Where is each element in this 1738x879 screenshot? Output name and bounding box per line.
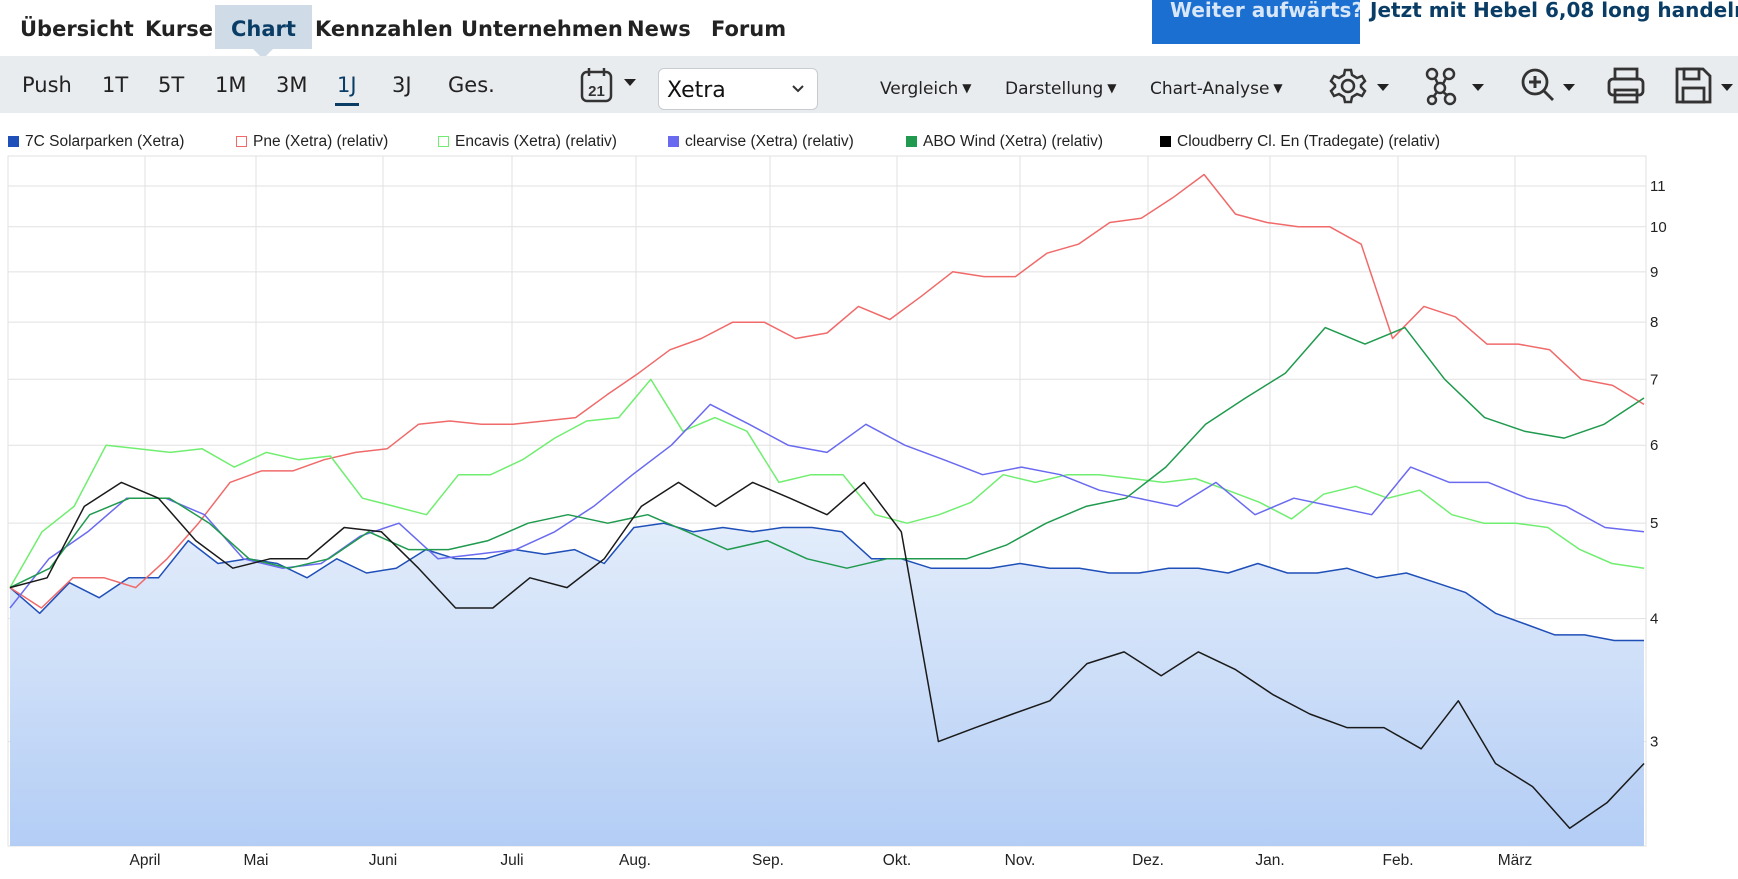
legend-item-pne[interactable]: Pne (Xetra) (relativ) (236, 133, 388, 151)
compare-dropdown[interactable]: Vergleich ▼ (880, 79, 972, 99)
promo-question[interactable]: Weiter aufwärts? (1152, 0, 1378, 44)
x-tick-label: März (1498, 852, 1532, 869)
caret-down-icon (1563, 84, 1575, 91)
legend-label: Cloudberry Cl. En (Tradegate) (relativ) (1177, 133, 1441, 150)
x-tick-label: Okt. (883, 852, 911, 869)
chevron-down-icon (792, 85, 804, 93)
y-tick-label: 4 (1650, 611, 1658, 628)
legend-swatch (668, 136, 679, 147)
legend-swatch (1160, 136, 1171, 147)
compare-label: Vergleich (880, 79, 959, 99)
series-line-3[interactable] (9, 403, 1645, 609)
legend-swatch (906, 136, 917, 147)
timeframe-5t[interactable]: 5T (158, 73, 185, 97)
gear-icon (1329, 68, 1389, 104)
legend-label: 7C Solarparken (Xetra) (25, 133, 185, 150)
legend-label: ABO Wind (Xetra) (relativ) (923, 133, 1104, 150)
calendar-day: 21 (588, 83, 605, 100)
timeframe-3j[interactable]: 3J (392, 73, 412, 97)
indicators-button[interactable] (1425, 66, 1491, 106)
nav-item-kennzahlen[interactable]: Kennzahlen (315, 17, 453, 41)
nav-item-forum[interactable]: Forum (711, 17, 787, 41)
zoom-in-icon (1521, 68, 1575, 101)
caret-down-icon: ▼ (962, 81, 972, 95)
top-navigation: Übersicht Kurse Chart Kennzahlen Unterne… (0, 0, 1738, 59)
legend-swatch (438, 136, 449, 147)
caret-down-icon: ▼ (1273, 81, 1283, 95)
calendar-button[interactable]: 21 (580, 66, 644, 106)
y-tick-label: 5 (1650, 515, 1658, 532)
series-line-1[interactable] (9, 173, 1645, 609)
save-icon (1675, 67, 1733, 104)
caret-down-icon (1377, 84, 1389, 91)
nav-item-uebersicht[interactable]: Übersicht (20, 17, 134, 41)
legend-swatch (8, 136, 19, 147)
timeframe-push[interactable]: Push (22, 73, 72, 97)
chart-analysis-dropdown[interactable]: Chart-Analyse ▼ (1150, 79, 1283, 99)
x-tick-label: Juni (369, 852, 397, 869)
chart-axes: 3 4 5 6 7 8 9 10 11 April Mai Juni Juli Aug. Sep. Okt. N… (129, 178, 1666, 869)
x-tick-label: Juli (500, 852, 523, 869)
legend-item-cloudberry[interactable]: Cloudberry Cl. En (Tradegate) (relativ) (1160, 133, 1440, 151)
legend-item-encavis[interactable]: Encavis (Xetra) (relativ) (438, 133, 617, 151)
timeframe-1m[interactable]: 1M (215, 73, 247, 97)
display-dropdown[interactable]: Darstellung ▼ (1005, 79, 1117, 99)
timeframe-3m[interactable]: 3M (276, 73, 308, 97)
promo-offer-link[interactable]: Jetzt mit Hebel 6,08 long handeln (1360, 0, 1738, 44)
y-tick-label: 10 (1650, 219, 1667, 236)
timeframe-ges[interactable]: Ges. (448, 73, 495, 97)
y-tick-label: 6 (1650, 437, 1658, 454)
y-tick-label: 8 (1650, 314, 1658, 331)
legend-label: Encavis (Xetra) (relativ) (455, 133, 617, 150)
chart-toolbar: Push 1T 5T 1M 3M 1J 3J Ges. Vergleich ▼ D… (0, 56, 1738, 113)
timeframe-1t[interactable]: 1T (102, 73, 129, 97)
print-icon (1607, 67, 1645, 104)
y-tick-label: 3 (1650, 734, 1658, 751)
calendar-icon: 21 (580, 68, 636, 103)
nav-item-news[interactable]: News (627, 17, 691, 41)
x-tick-label: Jan. (1255, 852, 1284, 869)
nav-item-chart[interactable]: Chart (215, 5, 312, 59)
chart-lines (9, 173, 1645, 829)
series-area-0 (10, 523, 1644, 846)
caret-down-icon: ▼ (1107, 81, 1117, 95)
exchange-select-value: Xetra (667, 78, 726, 103)
chart-area (10, 523, 1644, 846)
series-line-2[interactable] (9, 378, 1645, 588)
x-tick-label: Nov. (1005, 852, 1036, 869)
exchange-select[interactable]: Xetra (658, 68, 818, 110)
save-button[interactable] (1674, 66, 1738, 106)
print-button[interactable] (1606, 66, 1648, 106)
series-line-4[interactable] (9, 326, 1645, 589)
legend-item-abo-wind[interactable]: ABO Wind (Xetra) (relativ) (906, 133, 1103, 151)
y-tick-label: 9 (1650, 264, 1658, 281)
series-line-5[interactable] (9, 481, 1645, 829)
price-chart[interactable]: 3 4 5 6 7 8 9 10 11 April Mai Juni Juli Aug. Sep. Okt. N… (0, 150, 1738, 879)
timeframe-1j[interactable]: 1J (335, 73, 359, 106)
chart-analysis-label: Chart-Analyse (1150, 79, 1270, 99)
legend-swatch (236, 136, 247, 147)
x-tick-label: Aug. (619, 852, 651, 869)
network-icon (1425, 67, 1484, 106)
chart-legend: 7C Solarparken (Xetra) Pne (Xetra) (rela… (8, 133, 1738, 153)
caret-down-icon (1472, 84, 1484, 91)
legend-item-clearvise[interactable]: clearvise (Xetra) (relativ) (668, 133, 854, 151)
y-tick-label: 11 (1650, 178, 1666, 195)
legend-label: clearvise (Xetra) (relativ) (685, 133, 854, 150)
nav-item-kurse[interactable]: Kurse (145, 17, 213, 41)
legend-item-7c-solarparken[interactable]: 7C Solarparken (Xetra) (8, 133, 184, 151)
caret-down-icon (1721, 84, 1733, 91)
legend-label: Pne (Xetra) (relativ) (253, 133, 389, 150)
display-label: Darstellung (1005, 79, 1104, 99)
settings-button[interactable] (1328, 66, 1394, 106)
x-tick-label: Sep. (752, 852, 784, 869)
x-tick-label: Feb. (1382, 852, 1413, 869)
caret-down-icon (624, 79, 636, 86)
zoom-button[interactable] (1520, 66, 1586, 106)
x-tick-label: Mai (244, 852, 269, 869)
x-tick-label: April (129, 852, 160, 869)
nav-item-unternehmen[interactable]: Unternehmen (461, 17, 623, 41)
x-tick-label: Dez. (1132, 852, 1164, 869)
y-tick-label: 7 (1650, 371, 1658, 388)
